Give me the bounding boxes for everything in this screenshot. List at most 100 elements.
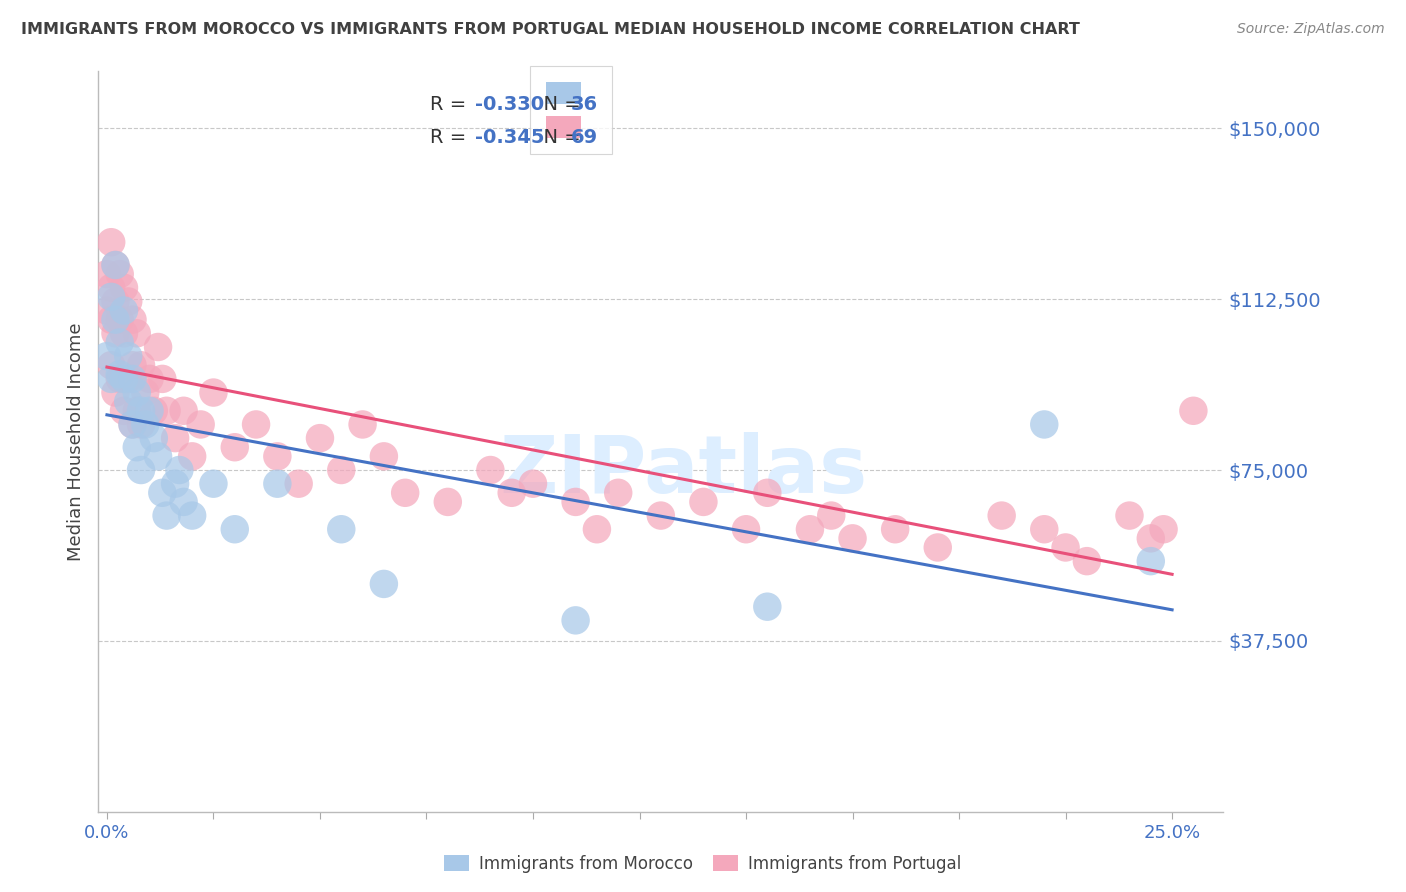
Point	[266, 476, 288, 491]
Point	[373, 577, 395, 591]
Point	[173, 404, 195, 418]
Text: 69: 69	[571, 128, 598, 147]
Point	[309, 431, 332, 445]
Point	[117, 372, 139, 386]
Point	[100, 281, 122, 295]
Point	[104, 385, 127, 400]
Point	[352, 417, 374, 432]
Point	[990, 508, 1012, 523]
Point	[190, 417, 212, 432]
Point	[112, 303, 135, 318]
Text: 36: 36	[571, 95, 598, 114]
Point	[125, 385, 148, 400]
Point	[1054, 541, 1077, 555]
Legend: , : ,	[530, 66, 612, 154]
Point	[799, 522, 821, 536]
Point	[155, 404, 177, 418]
Point	[138, 372, 160, 386]
Point	[121, 358, 143, 372]
Legend: Immigrants from Morocco, Immigrants from Portugal: Immigrants from Morocco, Immigrants from…	[437, 848, 969, 880]
Point	[146, 450, 169, 464]
Point	[100, 358, 122, 372]
Text: R =: R =	[430, 128, 472, 147]
Point	[112, 281, 135, 295]
Point	[142, 404, 165, 418]
Point	[129, 358, 152, 372]
Point	[1139, 532, 1161, 546]
Point	[479, 463, 502, 477]
Point	[1076, 554, 1098, 568]
Point	[104, 326, 127, 341]
Point	[121, 417, 143, 432]
Point	[129, 417, 152, 432]
Point	[202, 476, 225, 491]
Point	[142, 431, 165, 445]
Point	[138, 404, 160, 418]
Point	[927, 541, 949, 555]
Point	[1182, 404, 1205, 418]
Text: ZIPatlas: ZIPatlas	[499, 432, 868, 510]
Point	[564, 613, 586, 627]
Point	[735, 522, 758, 536]
Point	[112, 326, 135, 341]
Point	[96, 267, 118, 281]
Point	[330, 463, 353, 477]
Point	[104, 258, 127, 272]
Point	[841, 532, 863, 546]
Point	[125, 326, 148, 341]
Point	[108, 372, 131, 386]
Point	[181, 450, 204, 464]
Point	[134, 417, 156, 432]
Text: -0.345: -0.345	[475, 128, 544, 147]
Y-axis label: Median Household Income: Median Household Income	[66, 322, 84, 561]
Point	[104, 312, 127, 326]
Point	[134, 385, 156, 400]
Point	[100, 372, 122, 386]
Point	[245, 417, 267, 432]
Point	[501, 485, 523, 500]
Point	[125, 440, 148, 454]
Point	[181, 508, 204, 523]
Text: -0.330: -0.330	[475, 95, 544, 114]
Point	[150, 372, 173, 386]
Point	[692, 495, 714, 509]
Point	[117, 294, 139, 309]
Point	[884, 522, 907, 536]
Point	[436, 495, 458, 509]
Point	[108, 368, 131, 382]
Point	[96, 349, 118, 363]
Point	[117, 349, 139, 363]
Point	[165, 431, 187, 445]
Point	[586, 522, 609, 536]
Point	[373, 450, 395, 464]
Point	[104, 258, 127, 272]
Point	[121, 417, 143, 432]
Point	[1139, 554, 1161, 568]
Point	[121, 372, 143, 386]
Point	[564, 495, 586, 509]
Point	[169, 463, 191, 477]
Point	[100, 235, 122, 250]
Point	[1033, 522, 1056, 536]
Text: N =: N =	[531, 95, 588, 114]
Point	[330, 522, 353, 536]
Text: IMMIGRANTS FROM MOROCCO VS IMMIGRANTS FROM PORTUGAL MEDIAN HOUSEHOLD INCOME CORR: IMMIGRANTS FROM MOROCCO VS IMMIGRANTS FR…	[21, 22, 1080, 37]
Point	[756, 599, 779, 614]
Point	[129, 404, 152, 418]
Point	[650, 508, 672, 523]
Point	[96, 303, 118, 318]
Point	[108, 267, 131, 281]
Point	[202, 385, 225, 400]
Point	[150, 485, 173, 500]
Text: N =: N =	[531, 128, 588, 147]
Point	[1033, 417, 1056, 432]
Point	[607, 485, 630, 500]
Point	[104, 294, 127, 309]
Point	[165, 476, 187, 491]
Text: R =: R =	[430, 95, 472, 114]
Point	[100, 312, 122, 326]
Point	[756, 485, 779, 500]
Point	[820, 508, 842, 523]
Point	[287, 476, 309, 491]
Point	[522, 476, 544, 491]
